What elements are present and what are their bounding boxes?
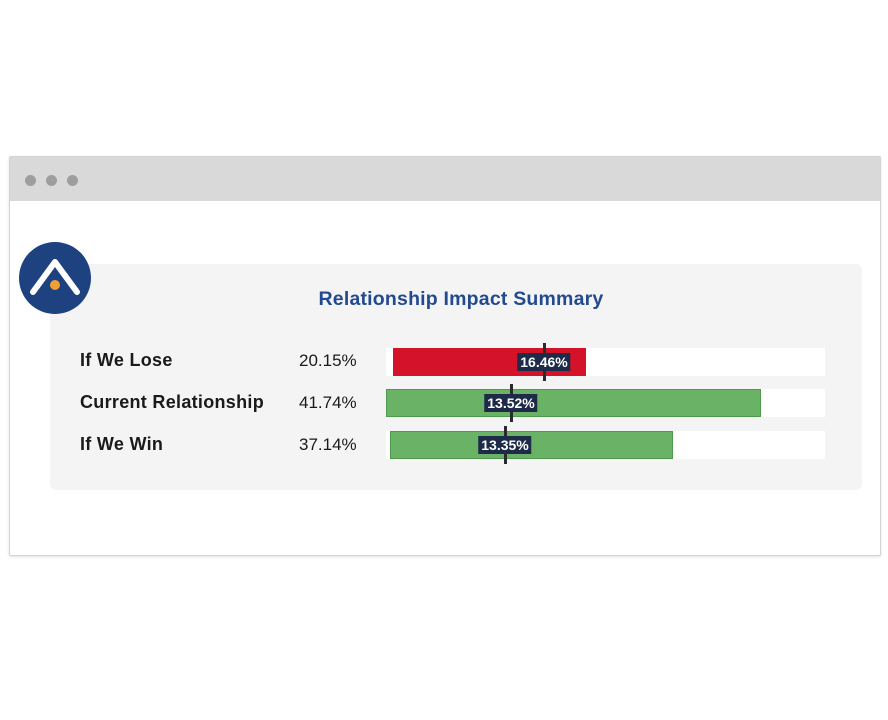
- window-dot-3[interactable]: [67, 175, 78, 186]
- row-label-current: Current Relationship: [80, 392, 265, 412]
- panel-title: Relationship Impact Summary: [318, 288, 604, 310]
- bar-fill-current: [386, 389, 761, 417]
- row-percent-current: 41.74%: [299, 393, 357, 412]
- marker-label-current: 13.52%: [484, 394, 538, 412]
- row-percent-win: 37.14%: [299, 435, 357, 454]
- bar-track-win: 13.35%: [386, 426, 825, 464]
- marker-label-win: 13.35%: [478, 436, 532, 454]
- window-titlebar: [10, 157, 880, 201]
- window-dot-1[interactable]: [25, 175, 36, 186]
- logo-icon: [19, 242, 91, 314]
- row-label-lose: If We Lose: [80, 350, 173, 370]
- row-percent-lose: 20.15%: [299, 351, 357, 370]
- bar-track-lose: 16.46%: [386, 343, 825, 381]
- row-label-win: If We Win: [80, 434, 164, 454]
- marker-label-lose: 16.46%: [517, 353, 571, 371]
- bar-track-current: 13.52%: [386, 384, 825, 422]
- window-dot-2[interactable]: [46, 175, 57, 186]
